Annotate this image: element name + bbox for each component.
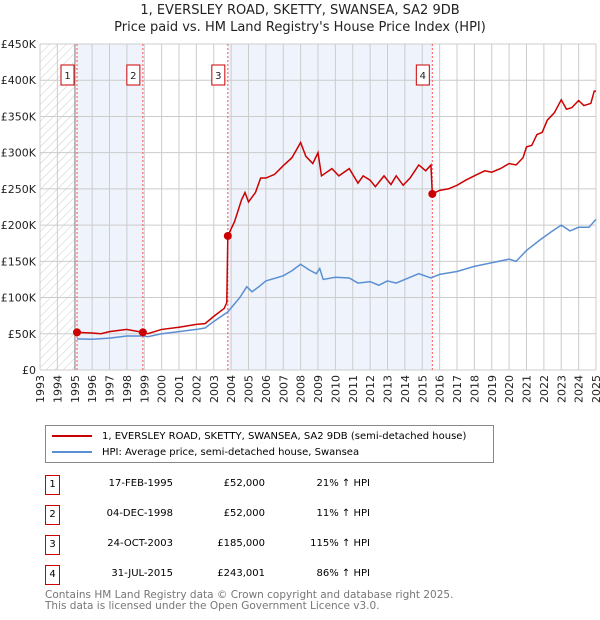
sale-point bbox=[73, 328, 82, 337]
footer-licence: This data is licensed under the Open Gov… bbox=[45, 600, 380, 612]
sale-price: £52,000 bbox=[223, 508, 265, 519]
legend-swatch-hpi bbox=[52, 451, 92, 453]
sale-date: 24-OCT-2003 bbox=[107, 538, 173, 549]
x-tick-label: 1996 bbox=[86, 375, 99, 403]
x-tick-label: 1997 bbox=[104, 375, 117, 403]
x-tick-label: 2017 bbox=[451, 375, 464, 403]
sale-label-box bbox=[211, 64, 226, 86]
sale-point bbox=[428, 189, 437, 198]
x-tick-label: 2014 bbox=[399, 375, 412, 403]
sale-hpi-change: 11% ↑ HPI bbox=[316, 508, 370, 519]
x-tick-label: 2016 bbox=[434, 375, 447, 403]
x-tick-label: 2010 bbox=[329, 375, 342, 403]
sale-number: 4 bbox=[45, 565, 60, 585]
sale-price: £185,000 bbox=[217, 538, 265, 549]
legend: 1, EVERSLEY ROAD, SKETTY, SWANSEA, SA2 9… bbox=[45, 425, 494, 463]
x-tick-label: 2015 bbox=[416, 375, 429, 403]
x-tick-label: 2005 bbox=[243, 375, 256, 403]
x-tick-label: 1993 bbox=[34, 375, 47, 403]
sale-date: 31-JUL-2015 bbox=[111, 568, 173, 579]
sale-label: 2 bbox=[130, 71, 136, 82]
sale-price: £52,000 bbox=[223, 478, 265, 489]
sale-label-box bbox=[415, 64, 430, 86]
x-tick-label: 2020 bbox=[503, 375, 516, 403]
legend-item-hpi: HPI: Average price, semi-detached house,… bbox=[46, 444, 359, 460]
x-tick-label: 2007 bbox=[277, 375, 290, 403]
y-tick-label: £350K bbox=[1, 110, 37, 123]
sale-date: 17-FEB-1995 bbox=[108, 478, 173, 489]
x-tick-label: 2009 bbox=[312, 375, 325, 403]
sales-table-row: 1 17-FEB-1995 £52,000 21% ↑ HPI bbox=[45, 475, 445, 495]
footer-copyright: Contains HM Land Registry data © Crown c… bbox=[45, 589, 454, 601]
x-tick-label: 2004 bbox=[225, 375, 238, 403]
price-chart: 1993 1994 1995 1996 1997 1998 1999 2000 2001 2002… bbox=[1, 38, 600, 403]
legend-label-property: 1, EVERSLEY ROAD, SKETTY, SWANSEA, SA2 9… bbox=[102, 430, 467, 442]
x-tick-label: 1994 bbox=[51, 375, 64, 403]
sale-point bbox=[223, 231, 232, 240]
x-tick-label: 2008 bbox=[295, 375, 308, 403]
x-tick-label: 1999 bbox=[138, 375, 151, 403]
chart-subtitle: Price paid vs. HM Land Registry's House … bbox=[114, 20, 486, 35]
sale-number: 3 bbox=[45, 535, 60, 555]
y-tick-label: £400K bbox=[1, 74, 37, 87]
sale-label: 3 bbox=[215, 71, 221, 82]
x-tick-label: 2023 bbox=[555, 375, 568, 403]
sales-table-row: 2 04-DEC-1998 £52,000 11% ↑ HPI bbox=[45, 505, 445, 525]
chart-title: 1, EVERSLEY ROAD, SKETTY, SWANSEA, SA2 9… bbox=[140, 3, 460, 18]
x-tick-label: 1995 bbox=[69, 375, 82, 403]
sale-hpi-change: 115% ↑ HPI bbox=[310, 538, 370, 549]
x-tick-label: 2019 bbox=[486, 375, 499, 403]
legend-swatch-property bbox=[52, 435, 92, 437]
x-tick-label: 2003 bbox=[208, 375, 221, 403]
y-tick-label: £0 bbox=[22, 364, 36, 377]
sale-number: 1 bbox=[45, 475, 60, 495]
hpi-line bbox=[76, 218, 597, 340]
sale-date: 04-DEC-1998 bbox=[106, 508, 173, 519]
shaded-range bbox=[227, 44, 433, 370]
x-tick-label: 2006 bbox=[260, 375, 273, 403]
y-tick-label: £450K bbox=[1, 38, 37, 51]
y-tick-label: £300K bbox=[1, 147, 37, 160]
x-tick-label: 2012 bbox=[364, 375, 377, 403]
x-tick-label: 2000 bbox=[156, 375, 169, 403]
y-tick-label: £200K bbox=[1, 219, 37, 232]
sale-label-box bbox=[60, 64, 75, 86]
sale-hpi-change: 21% ↑ HPI bbox=[316, 478, 370, 489]
hatched-region bbox=[40, 44, 78, 370]
property-price-line bbox=[76, 90, 596, 335]
x-tick-label: 2024 bbox=[573, 375, 586, 403]
y-tick-label: £250K bbox=[1, 183, 37, 196]
x-tick-label: 2018 bbox=[468, 375, 481, 403]
sale-label: 4 bbox=[420, 71, 426, 82]
sale-label-box bbox=[126, 64, 141, 86]
y-tick-label: £50K bbox=[8, 328, 37, 341]
sale-number: 2 bbox=[45, 505, 60, 525]
sale-label: 1 bbox=[64, 71, 70, 82]
sales-table-row: 4 31-JUL-2015 £243,001 86% ↑ HPI bbox=[45, 565, 445, 585]
x-tick-label: 2013 bbox=[382, 375, 395, 403]
x-tick-label: 1998 bbox=[121, 375, 134, 403]
y-tick-label: £150K bbox=[1, 255, 37, 268]
sale-hpi-change: 86% ↑ HPI bbox=[316, 568, 370, 579]
sales-table-row: 3 24-OCT-2003 £185,000 115% ↑ HPI bbox=[45, 535, 445, 555]
x-tick-label: 2022 bbox=[538, 375, 551, 403]
y-tick-label: £100K bbox=[1, 292, 37, 305]
sale-price: £243,001 bbox=[217, 568, 265, 579]
x-tick-label: 2011 bbox=[347, 375, 360, 403]
legend-label-hpi: HPI: Average price, semi-detached house,… bbox=[102, 446, 360, 458]
x-tick-label: 2002 bbox=[190, 375, 203, 403]
legend-item-property: 1, EVERSLEY ROAD, SKETTY, SWANSEA, SA2 9… bbox=[46, 428, 466, 444]
x-tick-label: 2021 bbox=[521, 375, 534, 403]
sale-point bbox=[138, 328, 147, 337]
x-tick-label: 2025 bbox=[590, 375, 600, 403]
x-tick-label: 2001 bbox=[173, 375, 186, 403]
